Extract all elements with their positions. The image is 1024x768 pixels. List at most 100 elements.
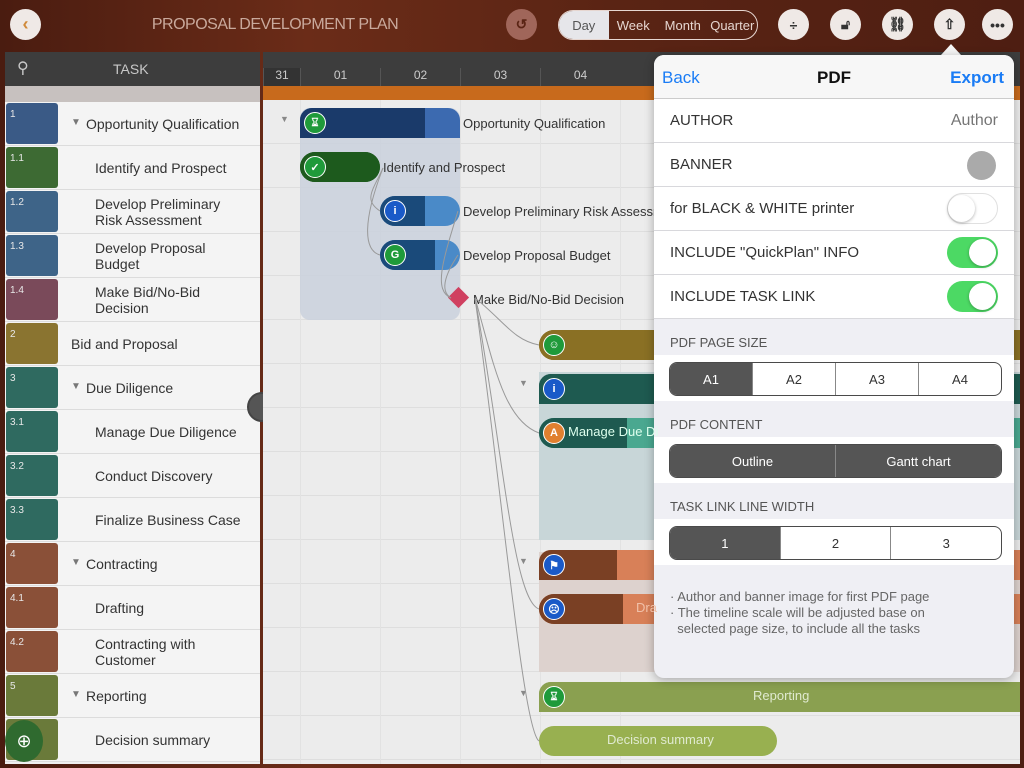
task-number: 5 (6, 675, 58, 716)
scale-day[interactable]: Day (559, 11, 609, 39)
scale-month[interactable]: Month (664, 17, 701, 33)
scale-selector[interactable]: Day Week Month Quarter (558, 10, 758, 40)
task-row[interactable]: 1.1 Identify and Prospect (5, 146, 260, 190)
bw-label: for BLACK & WHITE printer (670, 200, 855, 217)
timeline-day: 02 (380, 68, 460, 86)
bar-decision-summary[interactable] (539, 726, 777, 756)
scale-week[interactable]: Week (616, 17, 650, 33)
page-size-a1[interactable]: A1 (670, 363, 752, 395)
task-name: Contracting with Customer (95, 636, 196, 668)
task-row[interactable]: 3 ▼ Due Diligence (5, 366, 260, 410)
tasklink-toggle[interactable] (947, 281, 998, 312)
link-button[interactable]: ⛓︎ (882, 9, 913, 40)
task-row[interactable]: 5.1Decision summary (5, 718, 260, 762)
popover-title: PDF (817, 68, 851, 87)
page-title: PROPOSAL DEVELOPMENT PLAN (151, 16, 399, 33)
task-row[interactable]: 1.3 Develop Proposal Budget (5, 234, 260, 278)
task-row[interactable]: 4.2 Contracting with Customer (5, 630, 260, 674)
task-number: 1.2 (6, 191, 58, 232)
add-task-button[interactable]: ⊕ (5, 720, 43, 762)
gantt-row (263, 320, 1020, 364)
task-row[interactable]: 1 ▼ Opportunity Qualification (5, 102, 260, 146)
task-column-header: TASK (113, 61, 149, 77)
back-link[interactable]: Back (662, 68, 700, 87)
page-size-a3[interactable]: A3 (835, 363, 918, 395)
task-name: Reporting (86, 688, 147, 704)
bar-reporting[interactable]: ⌛︎ (539, 682, 1020, 712)
line-width-header: TASK LINK LINE WIDTH (670, 499, 815, 514)
scale-quarter[interactable]: Quarter (710, 17, 755, 33)
timeline-day: 31 (263, 68, 300, 86)
gantt-label-reporting: Reporting (753, 688, 810, 703)
task-row[interactable]: 4.1 Drafting (5, 586, 260, 630)
search-icon[interactable]: ⚲ (17, 60, 29, 77)
row-height-button[interactable]: ÷ (778, 9, 809, 40)
content-outline[interactable]: Outline (670, 445, 835, 477)
check-icon: ✓ (304, 156, 326, 178)
content-gantt[interactable]: Gantt chart (835, 445, 1001, 477)
collapse-triangle-icon[interactable]: ▼ (519, 378, 528, 388)
gantt-row (263, 672, 1020, 716)
task-row[interactable]: 3.1 Manage Due Diligence (5, 410, 260, 454)
task-name: Finalize Business Case (95, 512, 241, 528)
link-line (440, 210, 459, 299)
collapse-triangle-icon[interactable]: ▼ (71, 381, 81, 392)
gantt-row (263, 100, 1020, 144)
export-button[interactable]: Export (950, 68, 1004, 87)
task-row[interactable]: 3.3 Finalize Business Case (5, 498, 260, 542)
collapse-triangle-icon[interactable]: ▼ (519, 556, 528, 566)
collapse-triangle-icon[interactable]: ▼ (71, 689, 81, 700)
link-line (474, 297, 540, 434)
share-button[interactable]: ⇧ (934, 9, 965, 40)
line-width-selector[interactable]: 1 2 3 (669, 526, 1002, 560)
bar-identify[interactable]: ✓ (300, 152, 380, 182)
task-row[interactable]: 1.4 Make Bid/No-Bid Decision (5, 278, 260, 322)
page-size-selector[interactable]: A1 A2 A3 A4 (669, 362, 1002, 396)
line-width-1[interactable]: 1 (670, 527, 780, 559)
line-width-2[interactable]: 2 (779, 527, 891, 559)
page-size-header: PDF PAGE SIZE (670, 335, 768, 350)
gantt-row (263, 716, 1020, 760)
bar-risk[interactable]: i (380, 196, 460, 226)
content-header: PDF CONTENT (670, 417, 763, 432)
line-width-3[interactable]: 3 (890, 527, 1001, 559)
notes: · Author and banner image for first PDF … (670, 589, 929, 637)
lock-button[interactable]: 🔓︎ (830, 9, 861, 40)
author-label: AUTHOR (670, 112, 734, 129)
more-button[interactable]: ••• (982, 9, 1013, 40)
content-selector[interactable]: Outline Gantt chart (669, 444, 1002, 478)
task-name: Drafting (95, 600, 145, 616)
page-size-a4[interactable]: A4 (918, 363, 1001, 395)
author-input[interactable] (838, 111, 998, 130)
task-row[interactable]: 2 Bid and Proposal (5, 322, 260, 366)
bw-toggle[interactable] (947, 193, 998, 224)
collapse-triangle-icon[interactable]: ▼ (71, 117, 81, 128)
task-row[interactable]: 1.2 Develop Preliminary Risk Assessment (5, 190, 260, 234)
bar-budget[interactable]: G (380, 240, 460, 270)
page-size-a2[interactable]: A2 (752, 363, 835, 395)
sad-icon: ☹︎ (543, 598, 565, 620)
quickplan-label: INCLUDE "QuickPlan" INFO (670, 244, 860, 261)
collapse-triangle-icon[interactable]: ▼ (71, 557, 81, 568)
back-button[interactable]: ‹ (10, 9, 41, 40)
task-row[interactable]: 5 ▼ Reporting (5, 674, 260, 718)
gantt-label-risk: Develop Preliminary Risk Assessm (463, 204, 664, 219)
link-line (444, 254, 459, 299)
undo-button[interactable]: ↺ (506, 9, 537, 40)
collapse-triangle-icon[interactable]: ▼ (519, 688, 528, 698)
quickplan-toggle[interactable] (947, 237, 998, 268)
task-row[interactable]: 3.2 Conduct Discovery (5, 454, 260, 498)
task-name: Identify and Prospect (95, 160, 227, 176)
timeline-day: 04 (540, 68, 620, 86)
gantt-label-manage: Manage Due Di (568, 424, 659, 439)
undo-icon: ↺ (515, 16, 528, 32)
collapse-triangle-icon[interactable]: ▼ (280, 114, 289, 124)
link-line (367, 167, 384, 256)
a-icon: A (543, 422, 565, 444)
banner-image-placeholder[interactable] (967, 151, 996, 180)
task-name: Decision summary (95, 732, 211, 748)
task-row[interactable]: 4 ▼ Contracting (5, 542, 260, 586)
note-1: · Author and banner image for first PDF … (670, 589, 930, 604)
banner-row[interactable]: BANNER (654, 143, 1014, 187)
bar-opportunity[interactable]: ⌛︎ (300, 108, 460, 138)
